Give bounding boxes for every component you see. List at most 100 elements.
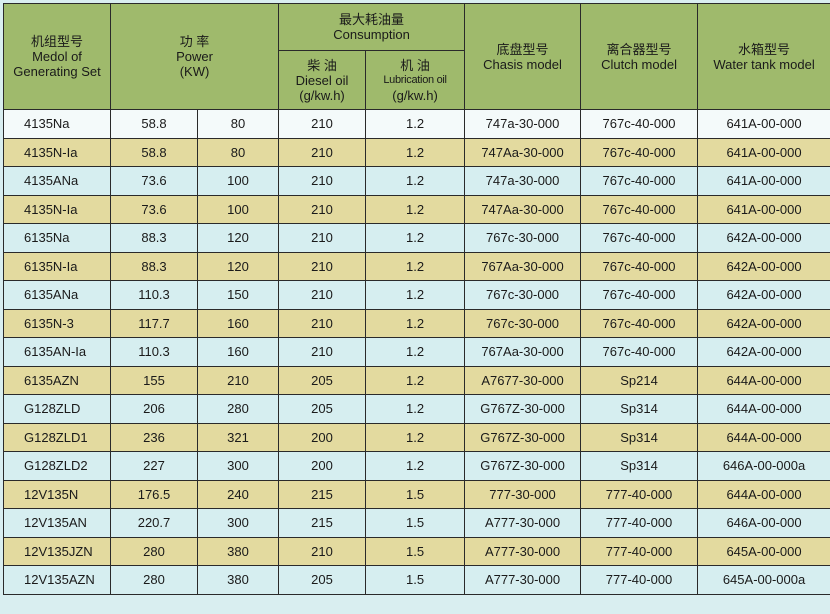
cell-diesel: 210 xyxy=(278,251,367,281)
header-model-en: Medol of Generating Set xyxy=(13,49,101,79)
cell-diesel: 210 xyxy=(278,280,367,310)
cell-power-1: 88.3 xyxy=(110,223,198,253)
cell-power-2: 100 xyxy=(196,194,280,224)
cell-clutch: Sp314 xyxy=(580,451,699,481)
header-water-en: Water tank model xyxy=(713,56,815,72)
cell-power-1: 220.7 xyxy=(110,508,198,538)
cell-lube: 1.2 xyxy=(365,394,466,424)
cell-model: 12V135AN xyxy=(3,508,111,538)
table-body: 4135Na 58.8 80 210 1.2 747a-30-000 767c-40-000… xyxy=(3,109,830,595)
cell-lube: 1.2 xyxy=(365,365,466,395)
cell-power-1: 58.8 xyxy=(110,109,198,139)
header-diesel-unit: (g/kw.h) xyxy=(299,87,345,103)
cell-lube: 1.2 xyxy=(365,337,466,367)
cell-lube: 1.5 xyxy=(365,479,466,509)
header-power-en: Power xyxy=(176,49,213,64)
cell-water-tank: 641A-00-000 xyxy=(697,194,830,224)
table-row: G128ZLD2 227 300 200 1.2 G767Z-30-000 Sp314 646… xyxy=(3,451,830,481)
cell-water-tank: 646A-00-000 xyxy=(697,508,830,538)
cell-lube: 1.2 xyxy=(365,251,466,281)
cell-chasis: 767c-30-000 xyxy=(464,223,582,253)
header-diesel-cn: 柴 油 xyxy=(307,57,337,73)
cell-water-tank: 641A-00-000 xyxy=(697,137,830,167)
header-water-cn: 水箱型号 xyxy=(738,41,791,57)
cell-diesel: 210 xyxy=(278,308,367,338)
cell-chasis: G767Z-30-000 xyxy=(464,451,582,481)
cell-model: 12V135AZN xyxy=(3,565,111,595)
table-row: 6135N-Ia 88.3 120 210 1.2 767Aa-30-000 767c-40… xyxy=(3,251,830,281)
cell-chasis: 747Aa-30-000 xyxy=(464,137,582,167)
cell-power-1: 236 xyxy=(110,422,198,452)
header-power-cn: 功 率 xyxy=(179,34,210,49)
cell-power-2: 150 xyxy=(196,280,280,310)
cell-power-1: 206 xyxy=(110,394,198,424)
header-chasis: 底盘型号 Chasis model xyxy=(464,3,582,110)
cell-lube: 1.2 xyxy=(365,308,466,338)
table-row: 4135N-Ia 58.8 80 210 1.2 747Aa-30-000 767c-40-… xyxy=(3,137,830,167)
header-lube-cn: 机 油 xyxy=(400,57,430,73)
cell-power-1: 110.3 xyxy=(110,280,198,310)
cell-power-2: 321 xyxy=(196,422,280,452)
cell-chasis: 767c-30-000 xyxy=(464,280,582,310)
cell-lube: 1.5 xyxy=(365,508,466,538)
header-lube: 机 油 Lubrication oil (g/kw.h) xyxy=(365,50,466,110)
cell-power-2: 80 xyxy=(196,109,280,139)
cell-chasis: 767c-30-000 xyxy=(464,308,582,338)
table-row: 4135ANa 73.6 100 210 1.2 747a-30-000 767c-40-0… xyxy=(3,166,830,196)
cell-clutch: 767c-40-000 xyxy=(580,137,699,167)
cell-model: 12V135JZN xyxy=(3,536,111,566)
cell-clutch: 767c-40-000 xyxy=(580,223,699,253)
cell-diesel: 215 xyxy=(278,508,367,538)
cell-power-1: 227 xyxy=(110,451,198,481)
cell-power-1: 280 xyxy=(110,536,198,566)
cell-model: 6135N-Ia xyxy=(3,251,111,281)
cell-clutch: 767c-40-000 xyxy=(580,280,699,310)
cell-water-tank: 646A-00-000a xyxy=(697,451,830,481)
cell-power-2: 240 xyxy=(196,479,280,509)
table-row: 6135N-3 117.7 160 210 1.2 767c-30-000 767c-40-… xyxy=(3,308,830,338)
cell-model: 6135AZN xyxy=(3,365,111,395)
cell-chasis: 747a-30-000 xyxy=(464,109,582,139)
header-power-unit: (KW) xyxy=(179,64,210,79)
cell-lube: 1.2 xyxy=(365,194,466,224)
cell-clutch: 767c-40-000 xyxy=(580,109,699,139)
cell-clutch: Sp314 xyxy=(580,394,699,424)
cell-clutch: 767c-40-000 xyxy=(580,166,699,196)
cell-chasis: 767Aa-30-000 xyxy=(464,251,582,281)
header-diesel-en: Diesel oil xyxy=(295,72,349,88)
cell-diesel: 210 xyxy=(278,536,367,566)
cell-water-tank: 642A-00-000 xyxy=(697,223,830,253)
header-diesel: 柴 油 Diesel oil (g/kw.h) xyxy=(278,50,367,110)
cell-model: 4135Na xyxy=(3,109,111,139)
cell-chasis: G767Z-30-000 xyxy=(464,422,582,452)
cell-power-2: 120 xyxy=(196,223,280,253)
cell-clutch: Sp314 xyxy=(580,422,699,452)
table-row: 12V135AZN 280 380 205 1.5 A777-30-000 777-40-0… xyxy=(3,565,830,595)
cell-chasis: 777-30-000 xyxy=(464,479,582,509)
cell-clutch: 767c-40-000 xyxy=(580,308,699,338)
generator-spec-table: 机组型号 Medol of Generating Set 功 率 Power (KW)… xyxy=(3,3,830,595)
cell-water-tank: 644A-00-000 xyxy=(697,422,830,452)
header-lube-en: Lubrication oil xyxy=(383,73,447,86)
cell-lube: 1.2 xyxy=(365,422,466,452)
cell-diesel: 210 xyxy=(278,194,367,224)
cell-water-tank: 642A-00-000 xyxy=(697,308,830,338)
table-row: 6135ANa 110.3 150 210 1.2 767c-30-000 767c-40-… xyxy=(3,280,830,310)
cell-diesel: 205 xyxy=(278,565,367,595)
cell-power-2: 280 xyxy=(196,394,280,424)
header-model: 机组型号 Medol of Generating Set xyxy=(3,3,111,110)
cell-lube: 1.2 xyxy=(365,223,466,253)
cell-chasis: G767Z-30-000 xyxy=(464,394,582,424)
cell-power-1: 73.6 xyxy=(110,194,198,224)
header-water-tank: 水箱型号 Water tank model xyxy=(697,3,830,110)
cell-power-2: 120 xyxy=(196,251,280,281)
cell-diesel: 210 xyxy=(278,337,367,367)
cell-lube: 1.2 xyxy=(365,166,466,196)
table-row: 6135AZN 155 210 205 1.2 A7677-30-000 Sp214 644A… xyxy=(3,365,830,395)
cell-clutch: 777-40-000 xyxy=(580,508,699,538)
header-model-cn: 机组型号 xyxy=(30,34,83,49)
cell-model: 4135ANa xyxy=(3,166,111,196)
cell-power-1: 280 xyxy=(110,565,198,595)
cell-power-2: 300 xyxy=(196,451,280,481)
cell-power-1: 73.6 xyxy=(110,166,198,196)
